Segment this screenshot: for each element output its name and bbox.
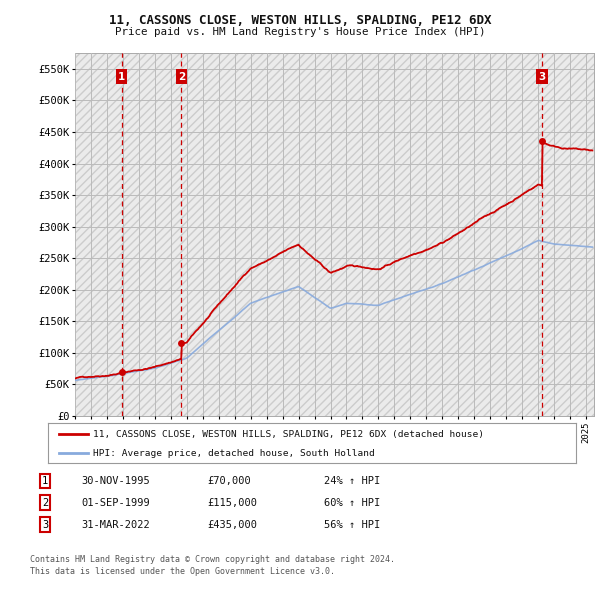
Text: 01-SEP-1999: 01-SEP-1999 (81, 498, 150, 507)
Text: 2: 2 (178, 72, 185, 81)
Text: 60% ↑ HPI: 60% ↑ HPI (324, 498, 380, 507)
Text: 2: 2 (42, 498, 48, 507)
Text: 56% ↑ HPI: 56% ↑ HPI (324, 520, 380, 529)
Text: This data is licensed under the Open Government Licence v3.0.: This data is licensed under the Open Gov… (30, 566, 335, 576)
Text: £435,000: £435,000 (207, 520, 257, 529)
Text: 11, CASSONS CLOSE, WESTON HILLS, SPALDING, PE12 6DX: 11, CASSONS CLOSE, WESTON HILLS, SPALDIN… (109, 14, 491, 27)
Text: 1: 1 (118, 72, 125, 81)
Text: 1: 1 (42, 476, 48, 486)
Text: 31-MAR-2022: 31-MAR-2022 (81, 520, 150, 529)
Text: £115,000: £115,000 (207, 498, 257, 507)
Text: Price paid vs. HM Land Registry's House Price Index (HPI): Price paid vs. HM Land Registry's House … (115, 28, 485, 37)
Text: £70,000: £70,000 (207, 476, 251, 486)
Text: 11, CASSONS CLOSE, WESTON HILLS, SPALDING, PE12 6DX (detached house): 11, CASSONS CLOSE, WESTON HILLS, SPALDIN… (93, 430, 484, 439)
Text: 3: 3 (538, 72, 546, 81)
Text: 24% ↑ HPI: 24% ↑ HPI (324, 476, 380, 486)
Text: 30-NOV-1995: 30-NOV-1995 (81, 476, 150, 486)
Text: 3: 3 (42, 520, 48, 529)
Text: Contains HM Land Registry data © Crown copyright and database right 2024.: Contains HM Land Registry data © Crown c… (30, 555, 395, 564)
Text: HPI: Average price, detached house, South Holland: HPI: Average price, detached house, Sout… (93, 448, 374, 458)
